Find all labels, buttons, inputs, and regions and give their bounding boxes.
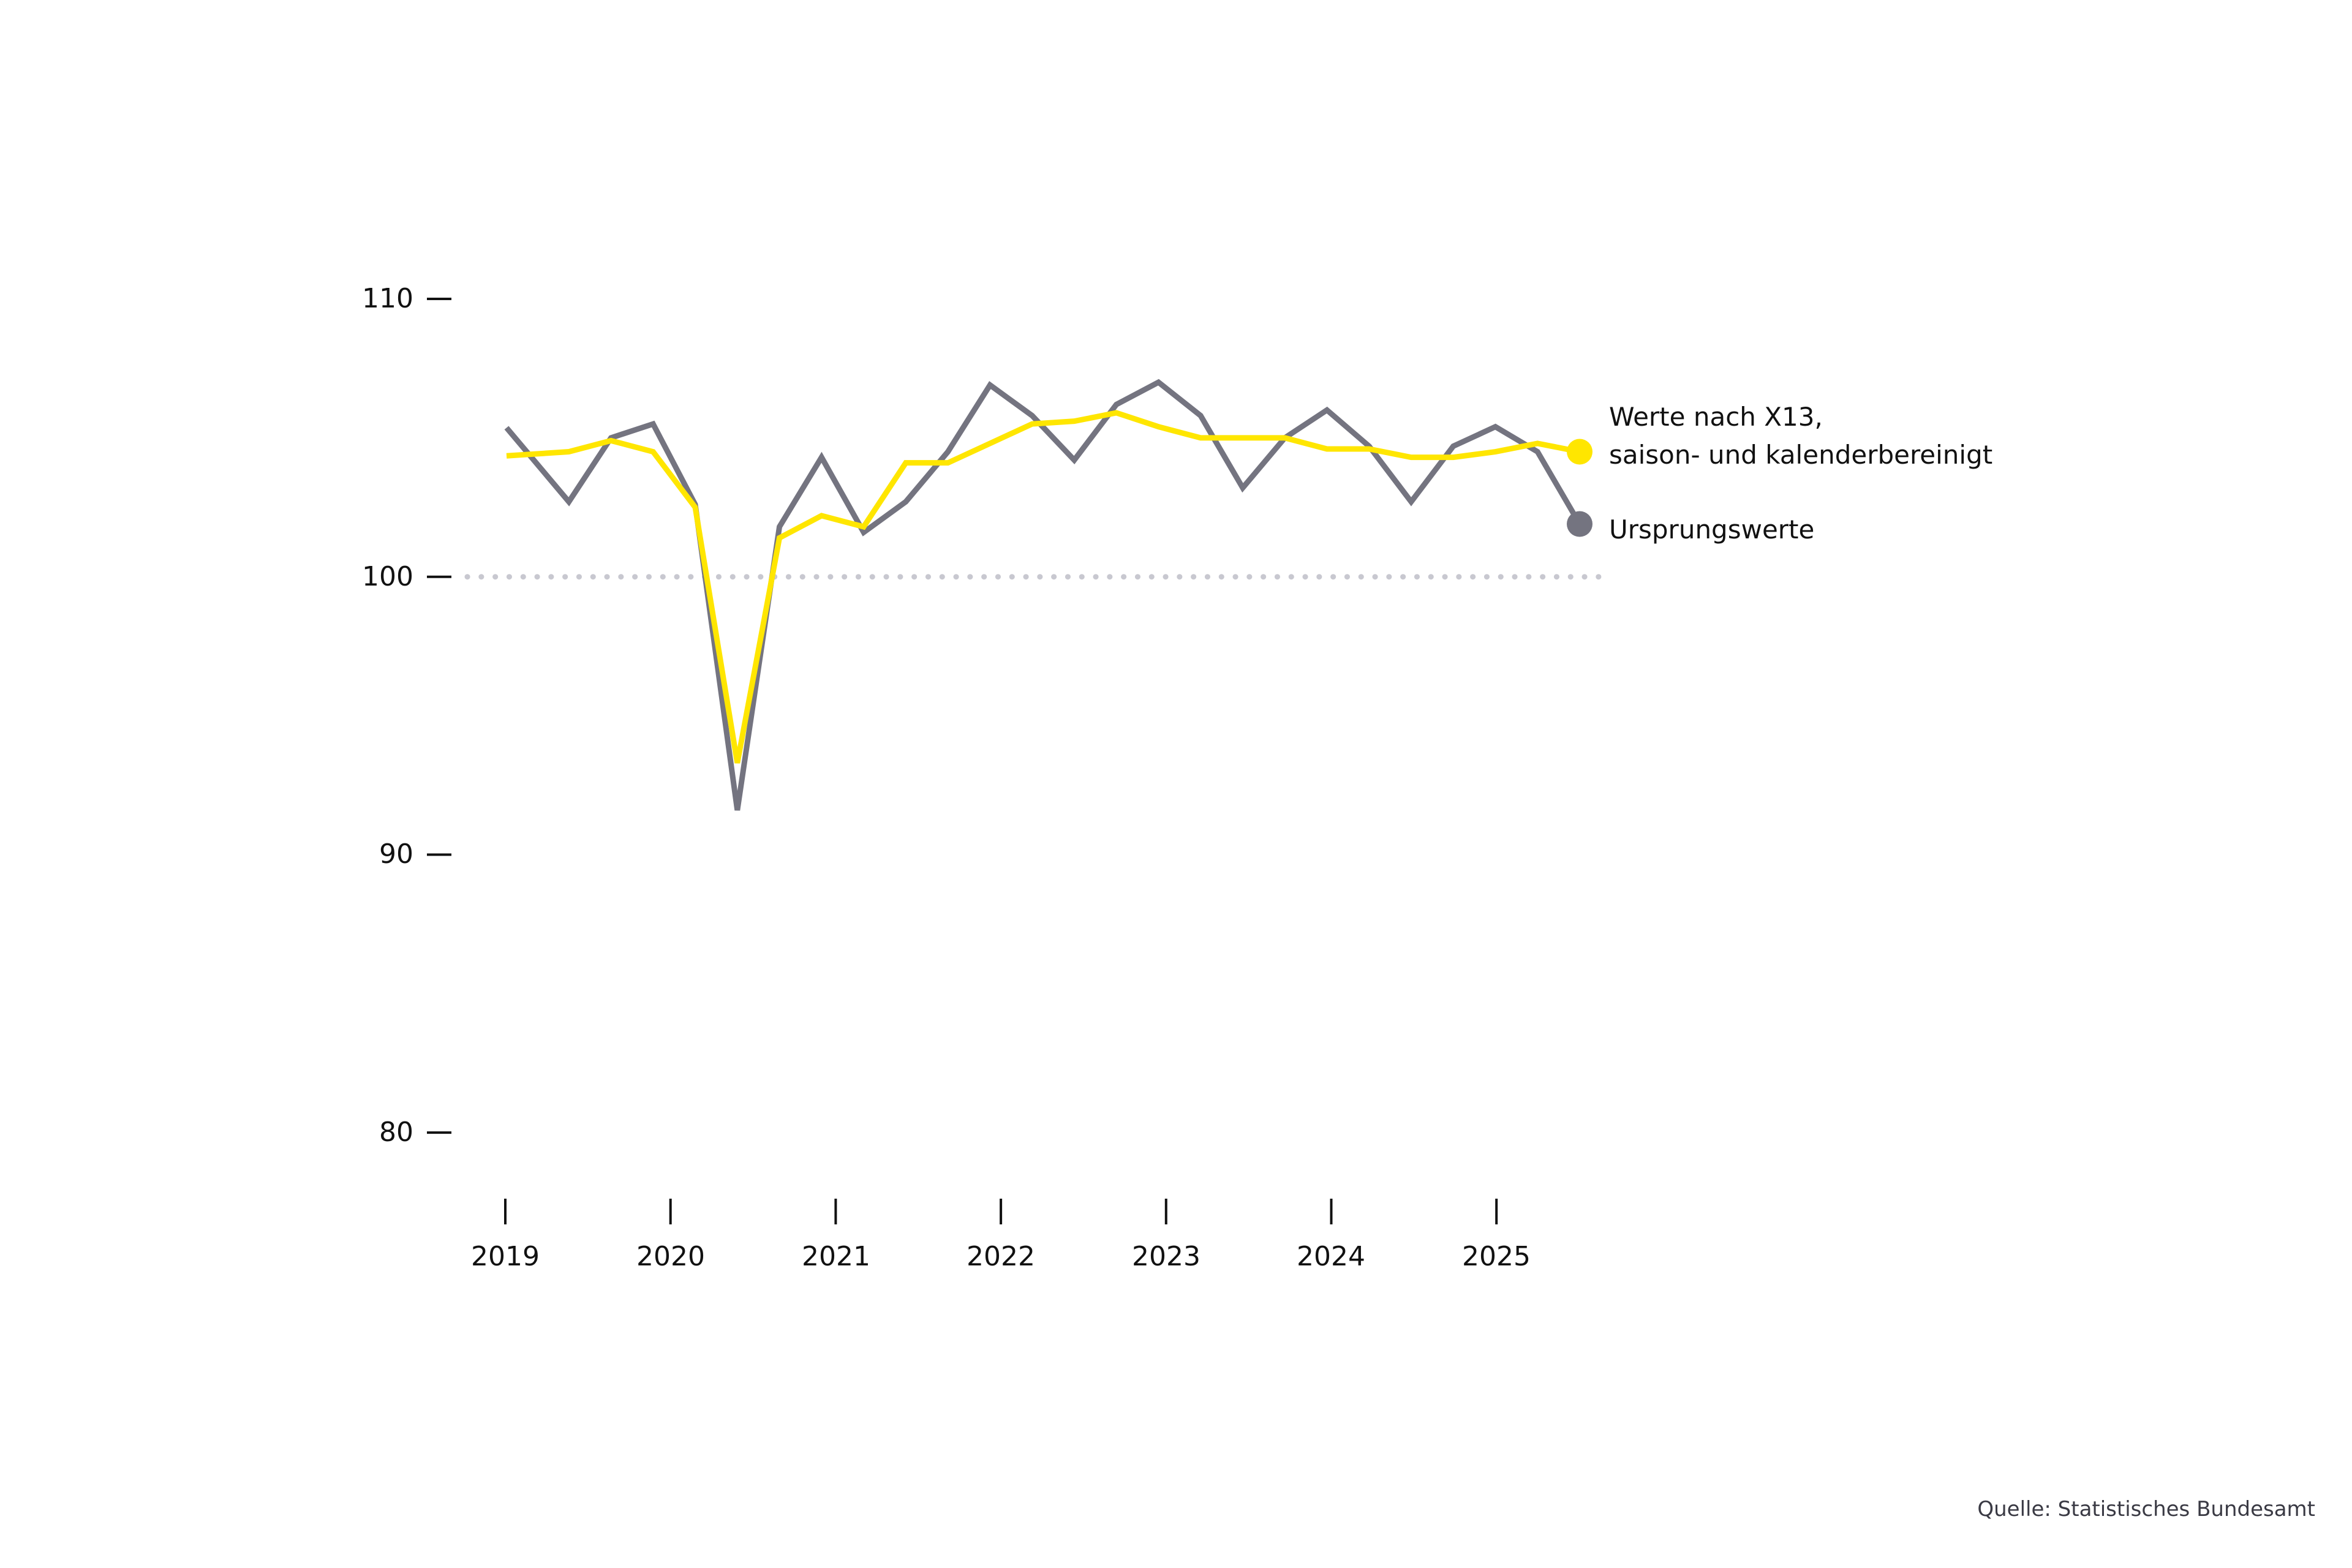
y-tick-label-100: 100: [362, 561, 413, 592]
y-axis-ticks: [427, 298, 451, 1134]
legend-label-x13-line2: saison- und kalenderbereinigt: [1609, 440, 1993, 470]
x-tick-label-2022: 2022: [967, 1241, 1035, 1272]
x-tick-label-2023: 2023: [1132, 1241, 1200, 1272]
x-tick-label-2021: 2021: [802, 1241, 870, 1272]
series-line-ursprungswerte: [504, 379, 1582, 811]
x-tick-label-2025: 2025: [1462, 1241, 1531, 1272]
y-tick-label-90: 90: [379, 839, 413, 870]
series-end-marker-ursprungswerte: [1567, 511, 1593, 537]
x-tick-label-2020: 2020: [636, 1241, 705, 1272]
legend-label-x13-line1: Werte nach X13,: [1609, 402, 1823, 432]
legend-label-x13: Werte nach X13, saison- und kalenderbere…: [1609, 398, 1992, 474]
x-tick-label-2024: 2024: [1297, 1241, 1365, 1272]
y-tick-label-80: 80: [379, 1117, 413, 1148]
y-tick-label-110: 110: [362, 283, 413, 314]
legend-label-ursprungswerte: Ursprungswerte: [1609, 514, 1815, 545]
x-axis-ticks: [504, 1199, 1498, 1224]
series-line-x13: [506, 410, 1580, 764]
series-end-marker-x13: [1567, 439, 1593, 465]
x-tick-label-2019: 2019: [471, 1241, 540, 1272]
source-note: Quelle: Statistisches Bundesamt: [1977, 1497, 2315, 1521]
